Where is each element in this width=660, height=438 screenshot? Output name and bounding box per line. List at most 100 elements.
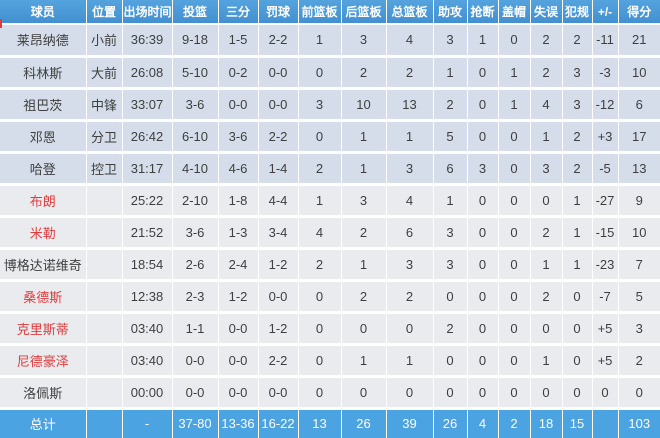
stat-cell: 1-4 xyxy=(258,152,299,186)
player-name-cell[interactable]: 祖巴茨 xyxy=(0,88,87,122)
stat-cell: 0 xyxy=(530,376,563,410)
player-row: 哈登 控卫 31:17 4-10 4-6 1-4 2 1 3 6 3 0 3 2 -5 13 xyxy=(0,152,660,186)
stat-cell: 4-10 xyxy=(172,152,219,186)
stat-cell: 0-0 xyxy=(172,344,219,378)
stat-cell: 4 xyxy=(386,184,434,218)
player-name-cell[interactable]: 莱昂纳德 xyxy=(0,24,87,58)
player-name-cell[interactable]: 哈登 xyxy=(0,152,87,186)
stat-cell xyxy=(86,216,123,250)
stat-cell: 0 xyxy=(498,280,531,314)
stat-cell: 0 xyxy=(467,248,499,282)
stat-cell: 0 xyxy=(498,312,531,346)
stat-cell: 2 xyxy=(433,312,468,346)
stat-cell: 中锋 xyxy=(86,88,123,122)
player-name-cell[interactable]: 布朗 xyxy=(0,184,87,218)
stat-cell: 0-0 xyxy=(218,344,259,378)
stat-cell xyxy=(86,184,123,218)
table-header: 球员 位置 出场时间 投篮 三分 罚球 前篮板 后篮板 总篮板 助攻 抢断 盖帽 失误 犯规 +/- 得分 xyxy=(0,0,660,25)
stat-cell: -15 xyxy=(592,216,619,250)
stat-cell: 0 xyxy=(592,376,619,410)
stat-cell: 1-1 xyxy=(172,312,219,346)
stat-cell: 3 xyxy=(386,152,434,186)
total-stat-cell: 4 xyxy=(467,408,499,438)
stat-cell: 1-2 xyxy=(218,280,259,314)
stat-cell: 03:40 xyxy=(122,344,173,378)
stat-cell: 0 xyxy=(433,344,468,378)
stat-cell: 33:07 xyxy=(122,88,173,122)
stat-cell: 0-0 xyxy=(258,280,299,314)
total-label-cell: 总计 xyxy=(0,408,87,438)
stat-cell: 0 xyxy=(467,184,499,218)
stat-cell: 3 xyxy=(433,216,468,250)
stat-cell: 1 xyxy=(386,344,434,378)
stat-cell: 3 xyxy=(433,24,468,58)
stat-cell: 9-18 xyxy=(172,24,219,58)
column-header-5: 罚球 xyxy=(258,0,299,25)
stat-cell: -23 xyxy=(592,248,619,282)
stat-cell: 1 xyxy=(341,248,387,282)
total-stat-cell: 39 xyxy=(386,408,434,438)
stat-cell: 0 xyxy=(386,376,434,410)
stat-cell: 2-2 xyxy=(258,120,299,154)
stat-cell: 2-4 xyxy=(218,248,259,282)
stat-cell: 3-4 xyxy=(258,216,299,250)
stat-cell xyxy=(86,376,123,410)
stat-cell: 0 xyxy=(562,376,593,410)
player-row: 博格达诺维奇 18:54 2-6 2-4 1-2 2 1 3 3 0 0 1 1 -23 7 xyxy=(0,248,660,282)
stat-cell: 0-0 xyxy=(218,312,259,346)
stat-cell: 2 xyxy=(530,216,563,250)
stat-cell: 1 xyxy=(562,216,593,250)
stat-cell: 5 xyxy=(618,280,660,314)
stat-cell: 26:42 xyxy=(122,120,173,154)
player-name-cell[interactable]: 科林斯 xyxy=(0,56,87,90)
player-name-cell[interactable]: 邓恩 xyxy=(0,120,87,154)
player-name-cell[interactable]: 博格达诺维奇 xyxy=(0,248,87,282)
stat-cell: 1 xyxy=(386,120,434,154)
stat-cell: 13 xyxy=(386,88,434,122)
header-row: 球员 位置 出场时间 投篮 三分 罚球 前篮板 后篮板 总篮板 助攻 抢断 盖帽 失误 犯规 +/- 得分 xyxy=(0,0,660,25)
stat-cell: 3 xyxy=(298,88,342,122)
stat-cell: 2 xyxy=(562,152,593,186)
player-name-cell[interactable]: 尼德豪泽 xyxy=(0,344,87,378)
stat-cell: 10 xyxy=(618,216,660,250)
left-edge-artifact xyxy=(0,19,2,28)
stat-cell: 2 xyxy=(341,216,387,250)
stat-cell: 0 xyxy=(498,120,531,154)
player-name-cell[interactable]: 桑德斯 xyxy=(0,280,87,314)
stat-cell: 0 xyxy=(467,312,499,346)
stat-cell: 3-6 xyxy=(172,88,219,122)
stat-cell: 4 xyxy=(298,216,342,250)
column-header-8: 总篮板 xyxy=(386,0,434,25)
stat-cell: 1 xyxy=(341,344,387,378)
stat-cell: 0-0 xyxy=(258,376,299,410)
stat-cell: 3 xyxy=(530,152,563,186)
stat-cell: 2-2 xyxy=(258,344,299,378)
stat-cell: 1 xyxy=(562,184,593,218)
stat-cell: 3 xyxy=(341,184,387,218)
stat-cell: 3 xyxy=(562,88,593,122)
stat-cell: 6 xyxy=(433,152,468,186)
stat-cell: -5 xyxy=(592,152,619,186)
player-row: 克里斯蒂 03:40 1-1 0-0 1-2 0 0 0 2 0 0 0 0 +5 3 xyxy=(0,312,660,346)
stat-cell: 0 xyxy=(298,376,342,410)
stat-cell: 17 xyxy=(618,120,660,154)
stat-cell: -3 xyxy=(592,56,619,90)
stat-cell: 2-3 xyxy=(172,280,219,314)
player-name-cell[interactable]: 洛佩斯 xyxy=(0,376,87,410)
stat-cell: 0 xyxy=(467,376,499,410)
stat-cell: 4 xyxy=(530,88,563,122)
stat-cell: 0 xyxy=(498,376,531,410)
stat-cell: 21:52 xyxy=(122,216,173,250)
stat-cell: +5 xyxy=(592,344,619,378)
stat-cell: 0 xyxy=(562,312,593,346)
total-stat-cell xyxy=(86,408,123,438)
stat-cell: 2 xyxy=(341,56,387,90)
stat-cell: 5 xyxy=(433,120,468,154)
stat-cell: 0 xyxy=(298,344,342,378)
stat-cell: 0 xyxy=(298,280,342,314)
player-name-cell[interactable]: 克里斯蒂 xyxy=(0,312,87,346)
stat-cell: 0-0 xyxy=(172,376,219,410)
player-name-cell[interactable]: 米勒 xyxy=(0,216,87,250)
stat-cell: 13 xyxy=(618,152,660,186)
total-stat-cell: 18 xyxy=(530,408,563,438)
